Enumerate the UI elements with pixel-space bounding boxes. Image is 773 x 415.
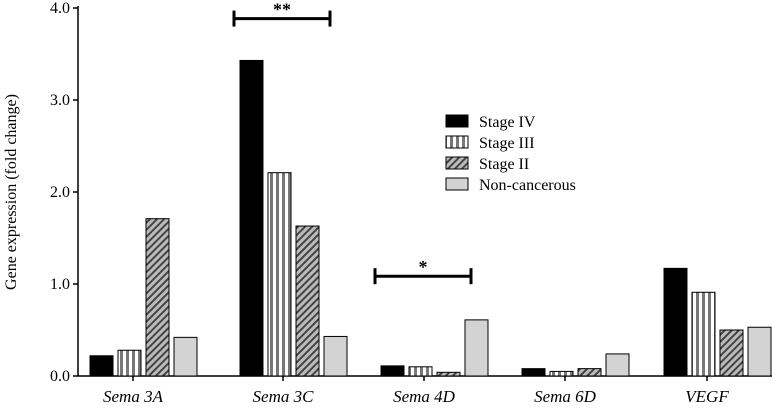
bar-stage-iii	[408, 366, 433, 377]
bar-stage-ii	[295, 225, 320, 377]
legend-label: Non-cancerous	[479, 177, 576, 194]
bar-stage-ii	[145, 218, 170, 377]
bar-stage-iii	[691, 291, 716, 377]
bar-stage-ii	[719, 329, 744, 377]
y-tick-label: 4.0	[50, 0, 70, 17]
significance-label: **	[273, 0, 291, 20]
bar-stage-iv	[380, 365, 405, 377]
x-tick-label: Sema 4D	[393, 387, 456, 406]
x-tick-label: VEGF	[685, 387, 729, 406]
legend-swatch	[445, 177, 469, 191]
legend-swatch	[445, 135, 469, 149]
bar-non-cancerous	[323, 335, 348, 377]
bar-stage-ii	[577, 368, 602, 377]
x-tick-label: Sema 3C	[253, 387, 315, 406]
bar-stage-iv	[663, 267, 688, 377]
significance-label: *	[419, 257, 428, 277]
x-tick-label: Sema 3A	[103, 387, 164, 406]
bar-stage-iv	[89, 355, 114, 377]
legend-label: Stage IV	[479, 114, 536, 131]
bar-non-cancerous	[464, 319, 489, 377]
x-tick-label: Sema 6D	[534, 387, 597, 406]
bar-stage-iii	[267, 172, 292, 377]
bar-non-cancerous	[747, 326, 772, 377]
bar-stage-iv	[239, 59, 264, 377]
y-tick-label: 1.0	[50, 276, 70, 293]
bar-non-cancerous	[605, 353, 630, 377]
legend-swatch	[445, 156, 469, 170]
bar-stage-iii	[117, 349, 142, 377]
y-tick-label: 2.0	[50, 184, 70, 201]
y-tick-label: 3.0	[50, 92, 70, 109]
y-axis-label: Gene expression (fold change)	[3, 94, 20, 290]
legend-swatch	[445, 114, 469, 128]
bar-non-cancerous	[173, 336, 198, 377]
bar-stage-iv	[521, 368, 546, 377]
y-tick-label: 0.0	[50, 368, 70, 385]
bar-stage-iii	[549, 370, 574, 377]
legend-label: Stage III	[479, 135, 535, 152]
bar-stage-ii	[436, 371, 461, 377]
legend-label: Stage II	[479, 156, 529, 173]
